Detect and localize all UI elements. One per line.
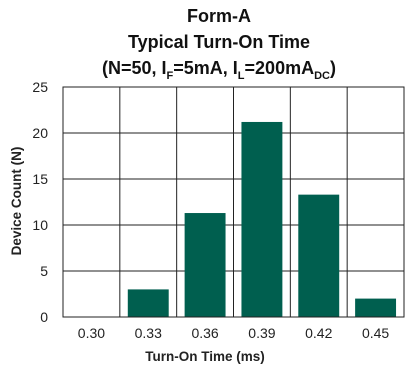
x-tick-label: 0.30 (78, 325, 105, 341)
y-tick-label: 20 (32, 125, 48, 141)
y-axis-label: Device Count (N) (9, 147, 24, 256)
bar-0.45 (355, 298, 397, 317)
x-tick-label: 0.39 (248, 325, 275, 341)
x-tick-label: 0.36 (191, 325, 218, 341)
chart-title-line2: Typical Turn-On Time (128, 32, 310, 52)
y-tick-label: 25 (32, 79, 48, 95)
grid (63, 86, 404, 318)
x-tick-label: 0.45 (362, 325, 389, 341)
chart-title-line3: (N=50, IF=5mA, IL=200mADC) (102, 58, 336, 82)
bar-0.36 (184, 213, 226, 317)
x-tick-label: 0.42 (305, 325, 332, 341)
y-tick-label: 5 (40, 263, 48, 279)
bar-0.42 (298, 194, 340, 317)
y-tick-label: 15 (32, 171, 48, 187)
plot-frame (62, 86, 405, 318)
x-tick-label: 0.33 (135, 325, 162, 341)
y-tick-label: 0 (40, 309, 48, 325)
y-tick-label: 10 (32, 217, 48, 233)
bar-0.39 (241, 121, 283, 318)
y-tick-labels: 0 5 10 15 20 25 (32, 79, 48, 325)
x-axis-label: Turn-On Time (ms) (145, 349, 265, 364)
chart-title-line1: Form-A (187, 6, 251, 26)
bars (127, 121, 397, 318)
x-tick-labels: 0.30 0.33 0.36 0.39 0.42 0.45 (78, 325, 390, 341)
bar-0.33 (127, 289, 169, 317)
